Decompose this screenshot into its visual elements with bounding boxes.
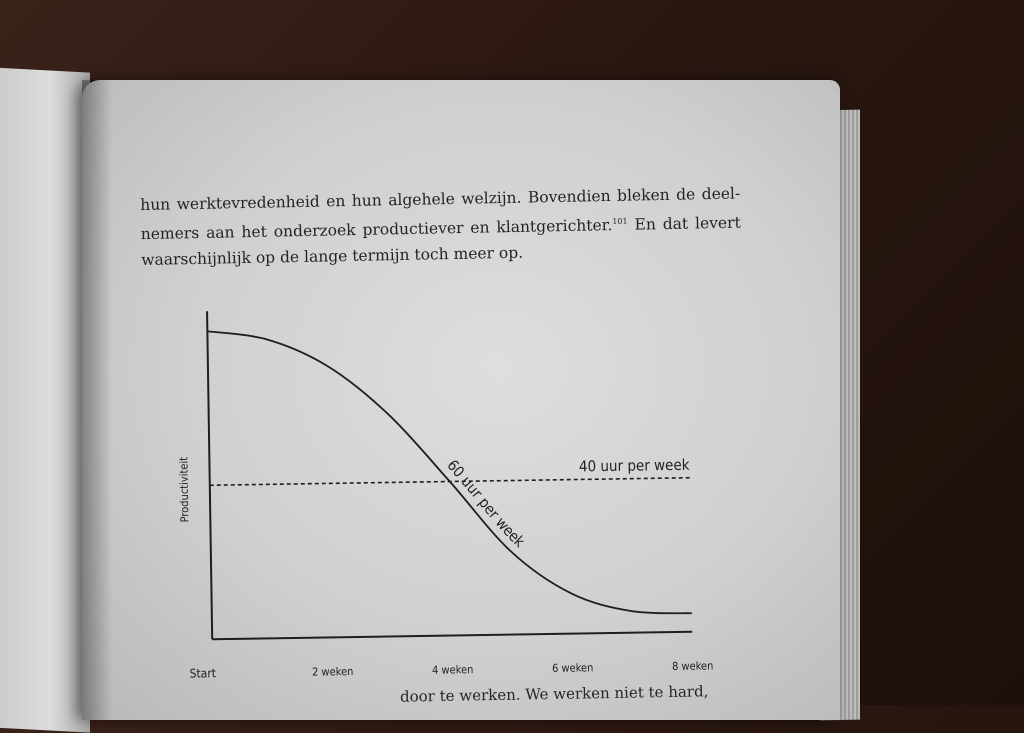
- x-tick-label: Start: [189, 666, 216, 680]
- left-page: [0, 67, 90, 733]
- series-label-1: 40 uur per week: [579, 456, 690, 476]
- series-layer: 60 uur per week 40 uur per week: [207, 330, 692, 615]
- paragraph-line-2-rest: En dat levert: [627, 213, 741, 234]
- footnote-marker: 101: [612, 216, 628, 226]
- productivity-chart: Productiviteit 60 uur per week 40 uur per…: [159, 291, 725, 690]
- page-gutter-shadow: [82, 80, 112, 720]
- y-axis-label: Productiviteit: [177, 457, 191, 523]
- series-label-0: 60 uur per week: [443, 455, 529, 552]
- chart-canvas: Productiviteit 60 uur per week 40 uur per…: [177, 311, 714, 681]
- x-tick-label: 8 weken: [672, 659, 714, 673]
- x-tick-label: 6 weken: [552, 661, 594, 675]
- series-line-1: [209, 476, 690, 487]
- paragraph-line-2-text: nemers aan het onderzoek productiever en…: [140, 216, 613, 244]
- series-label-path-0: 60 uur per week: [443, 455, 529, 552]
- x-axis: [212, 630, 693, 641]
- x-tick-labels: Start 2 weken 4 weken 6 weken 8 weken: [189, 659, 714, 680]
- x-tick-label: 2 weken: [312, 665, 354, 679]
- y-axis: [206, 311, 214, 640]
- body-paragraph: hun werktevredenheid en hun algehele wel…: [140, 180, 741, 273]
- x-tick-label: 4 weken: [432, 663, 474, 677]
